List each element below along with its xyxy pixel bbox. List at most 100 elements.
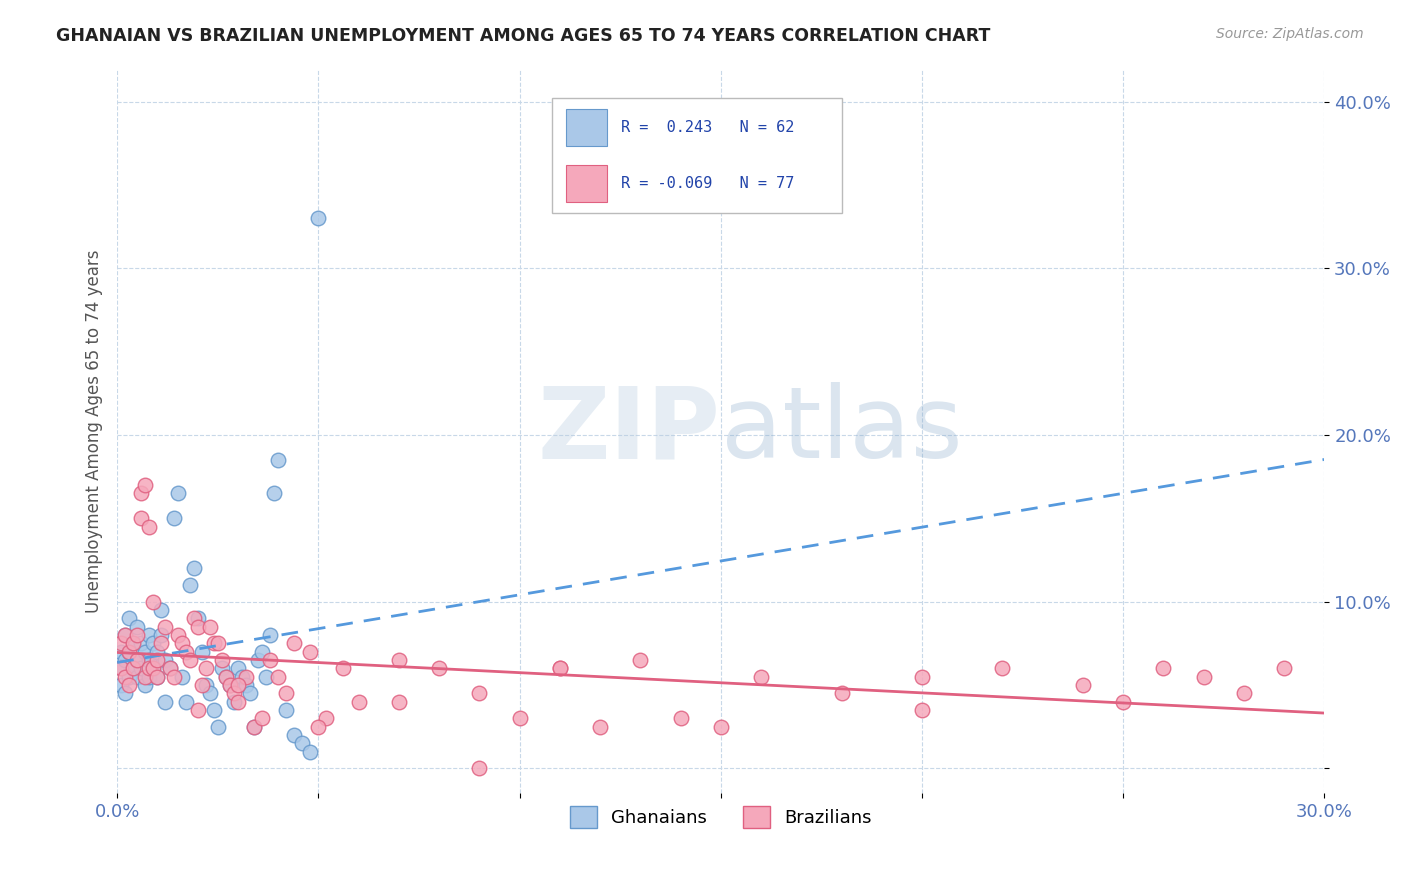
Point <box>211 661 233 675</box>
Text: ZIP: ZIP <box>538 383 721 479</box>
Point <box>146 645 169 659</box>
Text: atlas: atlas <box>721 383 963 479</box>
Point <box>250 645 273 659</box>
Point <box>134 678 156 692</box>
Point <box>226 661 249 675</box>
Point <box>250 711 273 725</box>
Point <box>118 678 141 692</box>
Point <box>174 695 197 709</box>
Point <box>134 645 156 659</box>
Point <box>215 670 238 684</box>
Point <box>267 670 290 684</box>
Point <box>202 703 225 717</box>
Point <box>235 670 257 684</box>
Point <box>247 653 270 667</box>
Point <box>388 695 411 709</box>
Point <box>110 645 132 659</box>
Point <box>155 620 177 634</box>
Point <box>267 453 290 467</box>
Legend: Ghanaians, Brazilians: Ghanaians, Brazilians <box>562 798 879 835</box>
Point <box>150 603 173 617</box>
Point <box>118 611 141 625</box>
Point <box>218 678 240 692</box>
Point <box>122 661 145 675</box>
Point <box>231 670 253 684</box>
Point <box>194 661 217 675</box>
Point <box>589 720 612 734</box>
Point <box>187 611 209 625</box>
Point <box>110 661 132 675</box>
Point <box>127 653 149 667</box>
Point <box>138 670 160 684</box>
Point <box>628 653 651 667</box>
Point <box>166 628 188 642</box>
Point <box>150 628 173 642</box>
Point <box>226 695 249 709</box>
Point <box>207 720 229 734</box>
Point <box>183 561 205 575</box>
Point <box>215 670 238 684</box>
Point <box>142 661 165 675</box>
Point <box>911 703 934 717</box>
Point <box>710 720 733 734</box>
Point <box>468 686 491 700</box>
Point <box>1192 670 1215 684</box>
Point <box>388 653 411 667</box>
Point <box>179 653 201 667</box>
Point <box>911 670 934 684</box>
Y-axis label: Unemployment Among Ages 65 to 74 years: Unemployment Among Ages 65 to 74 years <box>86 249 103 613</box>
Point <box>263 486 285 500</box>
Text: GHANAIAN VS BRAZILIAN UNEMPLOYMENT AMONG AGES 65 TO 74 YEARS CORRELATION CHART: GHANAIAN VS BRAZILIAN UNEMPLOYMENT AMONG… <box>56 27 991 45</box>
Point <box>162 511 184 525</box>
Point <box>307 720 329 734</box>
Point <box>127 653 149 667</box>
Point <box>155 653 177 667</box>
Point <box>187 703 209 717</box>
Point <box>299 745 322 759</box>
Point <box>207 636 229 650</box>
Point <box>179 578 201 592</box>
Point <box>114 686 136 700</box>
Point <box>162 670 184 684</box>
Point <box>114 670 136 684</box>
Point <box>194 678 217 692</box>
Point <box>831 686 853 700</box>
Point <box>1233 686 1256 700</box>
Point <box>190 678 212 692</box>
Point <box>174 645 197 659</box>
Point <box>1112 695 1135 709</box>
Point <box>548 661 571 675</box>
Point <box>138 628 160 642</box>
Point <box>159 661 181 675</box>
Point <box>118 645 141 659</box>
Point <box>222 695 245 709</box>
Point <box>127 620 149 634</box>
Point <box>131 486 153 500</box>
Point <box>114 653 136 667</box>
Point <box>239 686 262 700</box>
Point <box>198 620 221 634</box>
Point <box>283 728 305 742</box>
Point <box>138 520 160 534</box>
Point <box>127 628 149 642</box>
Point <box>315 711 337 725</box>
Point <box>142 661 165 675</box>
Point <box>218 678 240 692</box>
Text: Source: ZipAtlas.com: Source: ZipAtlas.com <box>1216 27 1364 41</box>
Point <box>142 595 165 609</box>
Point <box>243 720 266 734</box>
Point <box>1071 678 1094 692</box>
Point <box>131 636 153 650</box>
Point <box>110 678 132 692</box>
Point <box>198 686 221 700</box>
Point <box>259 628 281 642</box>
Point <box>283 636 305 650</box>
Point <box>170 670 193 684</box>
Point <box>122 636 145 650</box>
Point <box>170 636 193 650</box>
Point <box>1152 661 1174 675</box>
Point <box>166 486 188 500</box>
Point <box>299 645 322 659</box>
Point <box>669 711 692 725</box>
Point <box>548 661 571 675</box>
